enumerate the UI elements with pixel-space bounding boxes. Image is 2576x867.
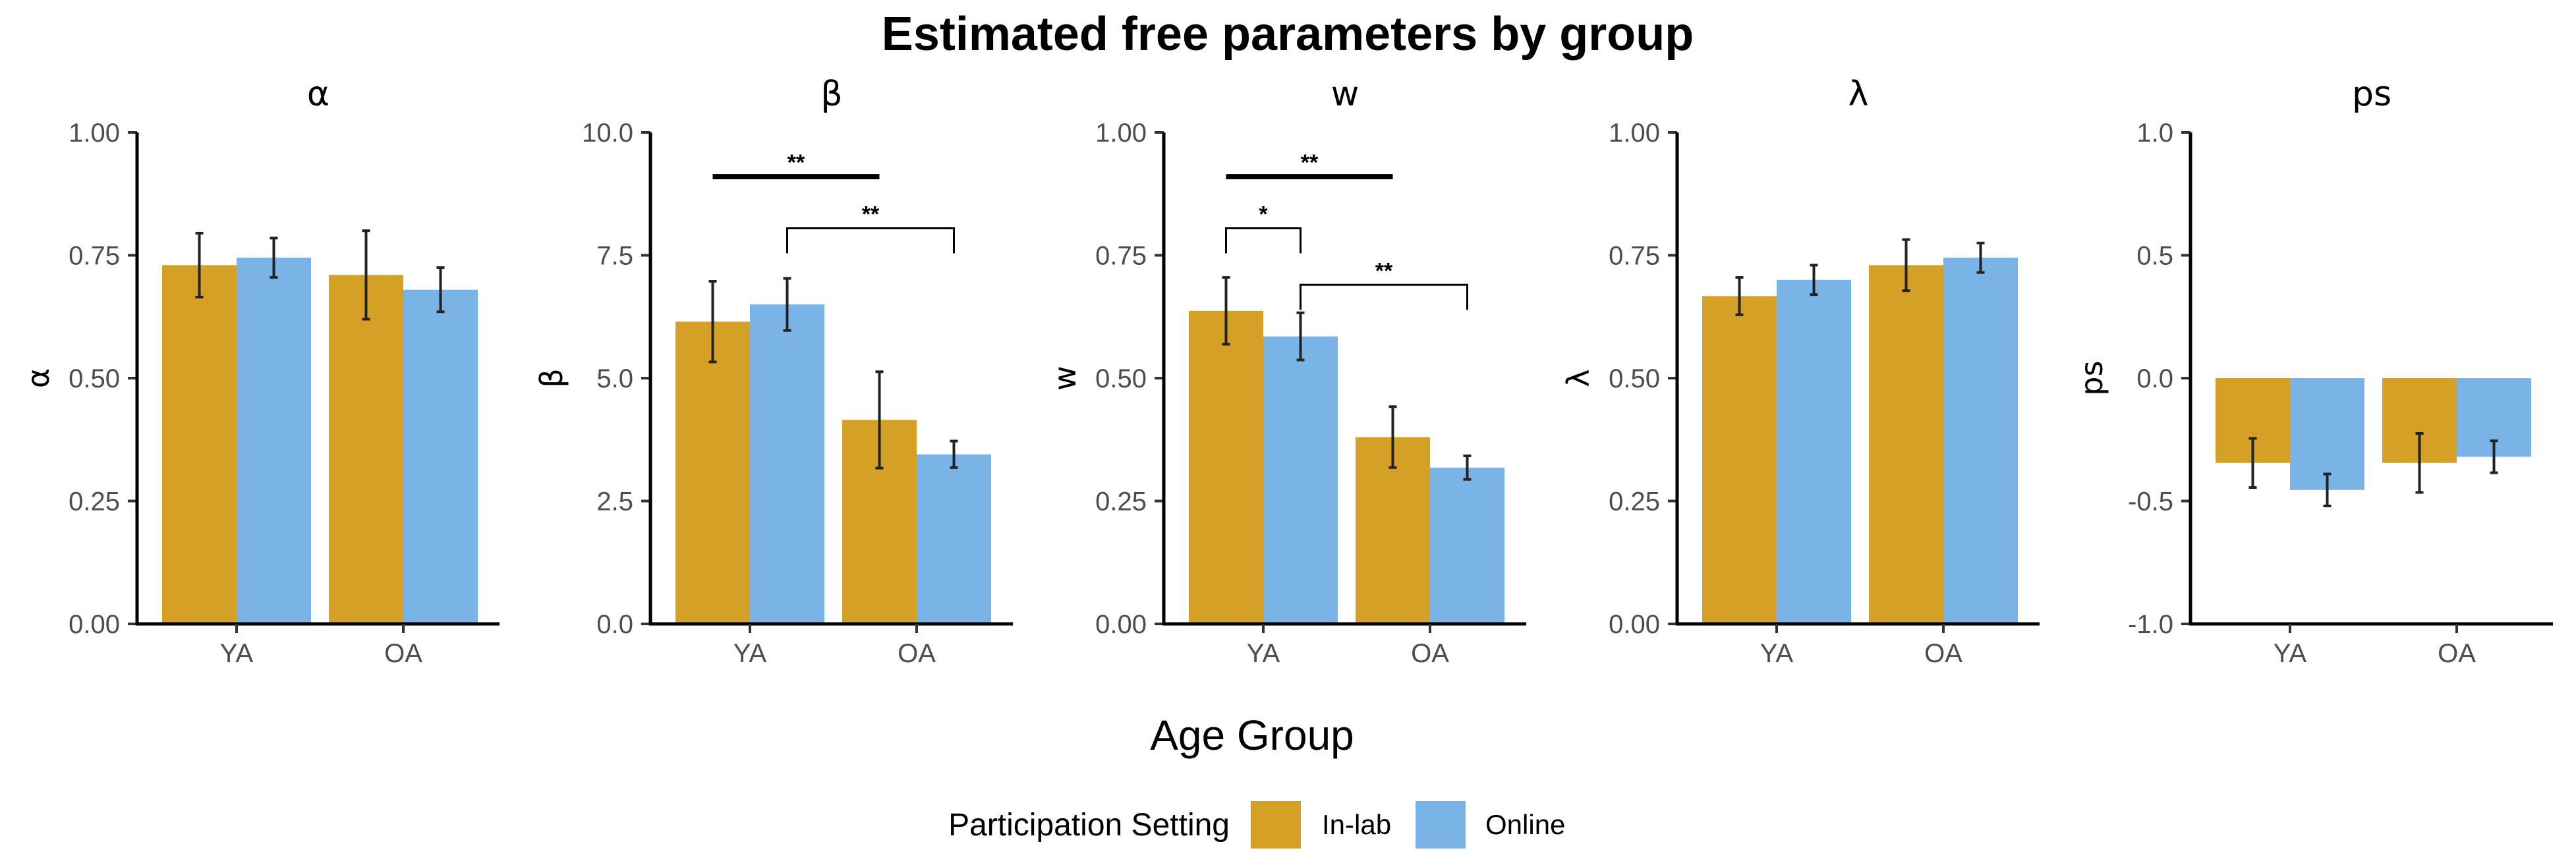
x-tick-label: OA: [2438, 639, 2476, 668]
y-tick-label: 0.00: [69, 610, 120, 639]
bar-online-oa: [917, 454, 991, 624]
bar-online-ya: [750, 304, 824, 624]
panel-title: α: [307, 74, 329, 114]
bar-online-oa: [1430, 467, 1504, 624]
figure-title: Estimated free parameters by group: [882, 8, 1694, 61]
bar-online-ya: [1777, 279, 1851, 624]
x-tick-label: OA: [1411, 639, 1449, 668]
y-tick-label: 0.75: [69, 242, 120, 271]
y-tick-label: 0.0: [596, 610, 633, 639]
y-tick-label: 1.00: [1095, 119, 1147, 148]
y-tick-label: 7.5: [596, 242, 633, 271]
legend: Participation Setting In-lab Online: [948, 801, 1565, 849]
y-tick-label: 0.25: [1609, 488, 1660, 517]
y-tick-label: 0.00: [1609, 610, 1660, 639]
y-axis-label: λ: [1560, 369, 1596, 387]
panel-title: ps: [2352, 74, 2391, 114]
bar-in-lab-ya: [675, 322, 750, 624]
significance-label: *: [1259, 202, 1268, 227]
y-tick-label: 1.00: [1609, 119, 1660, 148]
bar-in-lab-ya: [162, 265, 237, 624]
y-tick-label: 0.25: [1095, 488, 1147, 517]
bar-online-ya: [237, 258, 311, 625]
x-tick-label: YA: [2274, 639, 2307, 668]
bar-online-oa: [403, 289, 478, 624]
y-axis-label: α: [20, 368, 56, 388]
legend-label-in-lab: In-lab: [1322, 809, 1391, 840]
legend-swatch-in-lab: [1251, 801, 1301, 849]
bar-in-lab-ya: [1702, 296, 1777, 624]
bar-online-ya: [1263, 336, 1338, 624]
significance-label: **: [862, 202, 880, 227]
bar-online-ya: [2290, 378, 2364, 490]
y-axis-label: w: [1047, 366, 1083, 391]
panel-5: ps ps -1.0 -0.5 0.0 0.5 1.0 YA OA: [2074, 74, 2553, 668]
significance-label: **: [787, 150, 805, 175]
y-tick-label: 0.50: [69, 364, 120, 393]
bar-in-lab-oa: [1869, 265, 1943, 624]
bar-online-oa: [1943, 258, 2018, 625]
y-tick-label: -0.5: [2128, 488, 2173, 517]
y-tick-label: 0.75: [1609, 242, 1660, 271]
legend-label-online: Online: [1485, 809, 1565, 840]
y-tick-label: 1.0: [2136, 119, 2173, 148]
legend-title: Participation Setting: [948, 808, 1230, 843]
panel-2: β β 0.0 2.5 5.0 7.5 10.0 YA OA ** **: [534, 74, 1013, 668]
significance-label: **: [1375, 258, 1393, 283]
y-tick-label: 5.0: [596, 364, 633, 393]
x-axis-label: Age Group: [1150, 712, 1354, 759]
y-tick-label: 0.25: [69, 488, 120, 517]
y-tick-label: 1.00: [69, 119, 120, 148]
panel-1: α α 0.00 0.25 0.50 0.75 1.00 YA OA: [20, 74, 500, 668]
x-tick-label: OA: [1924, 639, 1962, 668]
y-tick-label: 0.5: [2136, 242, 2173, 271]
x-tick-label: OA: [384, 639, 422, 668]
significance-bracket: [786, 227, 955, 254]
significance-bracket: [1225, 227, 1302, 254]
y-axis-label: β: [534, 368, 569, 387]
panel-title: w: [1331, 74, 1360, 114]
bar-in-lab-oa: [329, 275, 403, 625]
significance-label: **: [1301, 150, 1319, 175]
x-tick-label: YA: [733, 639, 767, 668]
x-tick-label: YA: [1247, 639, 1280, 668]
x-tick-label: YA: [1760, 639, 1794, 668]
significance-bracket: [1300, 283, 1468, 310]
y-tick-label: 0.75: [1095, 242, 1147, 271]
bar-in-lab-ya: [1189, 310, 1263, 624]
y-tick-label: 0.0: [2136, 364, 2173, 393]
panel-4: λ λ 0.00 0.25 0.50 0.75 1.00 YA OA: [1560, 74, 2040, 668]
y-tick-label: -1.0: [2128, 610, 2173, 639]
y-tick-label: 0.50: [1095, 364, 1147, 393]
y-tick-label: 0.00: [1095, 610, 1147, 639]
y-tick-label: 10.0: [582, 119, 633, 148]
panels: α α 0.00 0.25 0.50 0.75 1.00 YA OA β β 0.0 2.5 5.0 7.5…: [20, 74, 2553, 668]
legend-swatch-online: [1416, 801, 1466, 849]
y-tick-label: 0.50: [1609, 364, 1660, 393]
panel-title: λ: [1848, 74, 1869, 114]
x-tick-label: YA: [220, 639, 254, 668]
y-tick-label: 2.5: [596, 488, 633, 517]
x-tick-label: OA: [898, 639, 936, 668]
panel-title: β: [820, 74, 842, 114]
y-axis-label: ps: [2074, 360, 2109, 395]
